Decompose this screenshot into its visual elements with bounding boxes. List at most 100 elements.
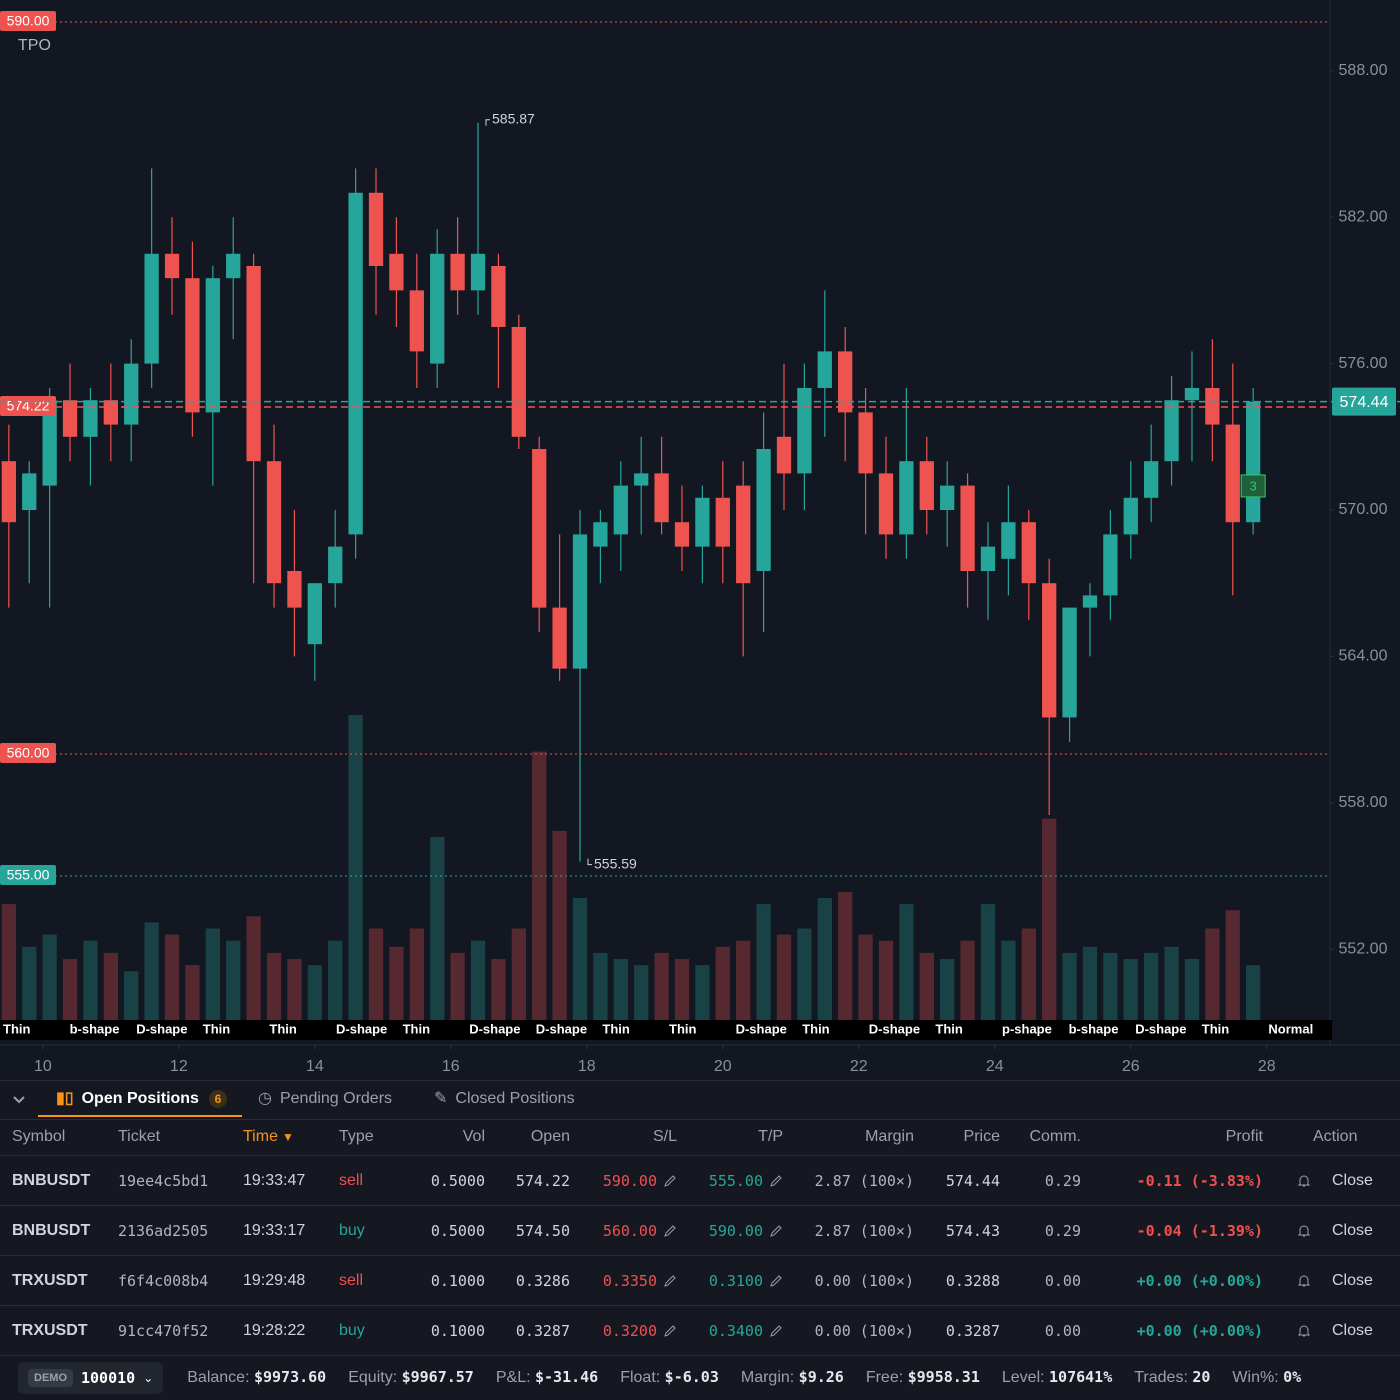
candle-body	[899, 461, 914, 535]
alert-icon[interactable]	[1296, 1273, 1312, 1289]
table-cell: 0.00 (100×)	[800, 1256, 914, 1305]
y-tick-label: 564.00	[1339, 648, 1388, 665]
table-cell[interactable]: Close	[1296, 1156, 1400, 1205]
column-header: Action	[1313, 1119, 1400, 1155]
edit-icon[interactable]	[769, 1274, 783, 1288]
edit-icon[interactable]	[663, 1174, 677, 1188]
stat-value: $9973.60	[253, 1368, 327, 1386]
table-cell[interactable]: Close	[1296, 1256, 1400, 1305]
candle-body	[511, 326, 526, 437]
profile-label: b-shape	[70, 1021, 120, 1036]
candle-body	[593, 522, 608, 547]
cell-text: 2136ad2505	[118, 1221, 209, 1240]
account-selector[interactable]: DEMO 100010 ⌄	[18, 1361, 164, 1394]
stat-value: 20	[1192, 1368, 1211, 1386]
volume-bar	[124, 971, 139, 1020]
tab[interactable]: ▮▯ Open Positions 6	[38, 1081, 242, 1117]
alert-icon[interactable]	[1296, 1323, 1312, 1339]
tab[interactable]: ◷ Pending Orders	[258, 1090, 393, 1107]
x-tick-label: 16	[442, 1058, 460, 1075]
table-cell: BNBUSDT	[12, 1206, 112, 1255]
header-label: Vol	[462, 1128, 485, 1145]
volume-bar	[22, 946, 37, 1020]
account-stat: P&L: $-31.46	[496, 1368, 598, 1387]
cell-text: buy	[339, 1221, 365, 1239]
volume-bar	[532, 751, 547, 1020]
candle-body	[22, 473, 37, 510]
tab[interactable]: ✎ Closed Positions	[434, 1090, 575, 1107]
y-tick-label: 576.00	[1339, 355, 1388, 372]
cell-text: 0.5000	[430, 1221, 485, 1240]
header-label: Action	[1313, 1128, 1358, 1145]
candle-body	[1184, 387, 1200, 401]
profile-label: D-shape	[869, 1021, 920, 1036]
volume-bar	[144, 922, 159, 1020]
candle-body	[1021, 522, 1036, 584]
table-cell: +0.00 (+0.00%)	[1100, 1256, 1263, 1305]
edit-icon[interactable]	[663, 1274, 677, 1288]
stat-label: Level:	[1001, 1369, 1045, 1386]
cell-text: 0.3286	[515, 1271, 570, 1290]
alert-icon[interactable]	[1296, 1223, 1312, 1239]
candle-body	[1164, 400, 1179, 462]
tab-label: Open Positions	[81, 1090, 199, 1107]
table-cell: 0.29	[1010, 1156, 1081, 1205]
table-cell: 574.44	[920, 1156, 1000, 1205]
column-header[interactable]: Time ▼	[243, 1119, 333, 1155]
edit-icon[interactable]	[663, 1224, 677, 1238]
volume-bar	[899, 904, 914, 1020]
cell-text: BNBUSDT	[12, 1171, 91, 1189]
table-cell[interactable]: Close	[1296, 1306, 1400, 1355]
stat-label: Trades:	[1134, 1369, 1188, 1386]
stat-label: Equity:	[348, 1369, 398, 1386]
cell-text: sell	[339, 1171, 364, 1189]
profile-label: D-shape	[736, 1021, 787, 1036]
candle-body	[1225, 424, 1240, 523]
collapse-icon[interactable]	[12, 1093, 26, 1107]
cell-text: 0.29	[1044, 1171, 1081, 1190]
volume-bar	[654, 952, 669, 1020]
edit-icon[interactable]	[769, 1324, 783, 1338]
header-label: Time	[243, 1128, 278, 1145]
column-header: T/P	[690, 1119, 783, 1155]
table-cell: 0.29	[1010, 1206, 1081, 1255]
order-badge-label: 3	[1250, 478, 1257, 493]
candle-body	[1082, 595, 1098, 608]
extreme-arrow	[587, 858, 593, 866]
table-cell: f6f4c008b4	[118, 1256, 238, 1305]
edit-icon[interactable]	[663, 1324, 677, 1338]
alert-icon[interactable]	[1296, 1173, 1312, 1189]
volume-bar	[42, 934, 57, 1020]
candle-body	[307, 583, 322, 645]
level-badge	[0, 743, 56, 764]
candle-body	[491, 265, 506, 327]
y-tick-label: 558.00	[1339, 794, 1388, 811]
table-cell[interactable]: Close	[1296, 1206, 1400, 1255]
volume-bar	[368, 928, 384, 1020]
candle-body	[164, 253, 180, 279]
account-stat: Level: 107641%	[1002, 1368, 1112, 1387]
volume-bar	[613, 959, 628, 1020]
table-cell: +0.00 (+0.00%)	[1100, 1306, 1263, 1355]
candle-body	[1001, 522, 1016, 559]
profile-label: Thin	[1202, 1021, 1229, 1036]
cell-text: Close	[1332, 1321, 1373, 1339]
sort-indicator: ▼	[281, 1130, 294, 1144]
edit-icon[interactable]	[769, 1224, 783, 1238]
volume-bar	[960, 940, 975, 1020]
cell-text: 555.00	[708, 1171, 763, 1190]
volume-bar	[1164, 946, 1179, 1020]
profile-label: Thin	[403, 1021, 430, 1036]
volume-bar	[103, 952, 118, 1020]
table-cell: buy	[339, 1206, 399, 1255]
edit-icon[interactable]	[769, 1174, 783, 1188]
demo-badge: DEMO	[28, 1368, 73, 1387]
candle-body	[328, 546, 343, 584]
volume-bar	[1082, 946, 1098, 1020]
profile-label: Thin	[269, 1021, 296, 1036]
cell-text: 0.1000	[430, 1271, 485, 1290]
volume-bar	[940, 959, 955, 1020]
volume-bar	[736, 940, 751, 1020]
header-label: Symbol	[12, 1128, 66, 1145]
candle-body	[430, 253, 445, 364]
